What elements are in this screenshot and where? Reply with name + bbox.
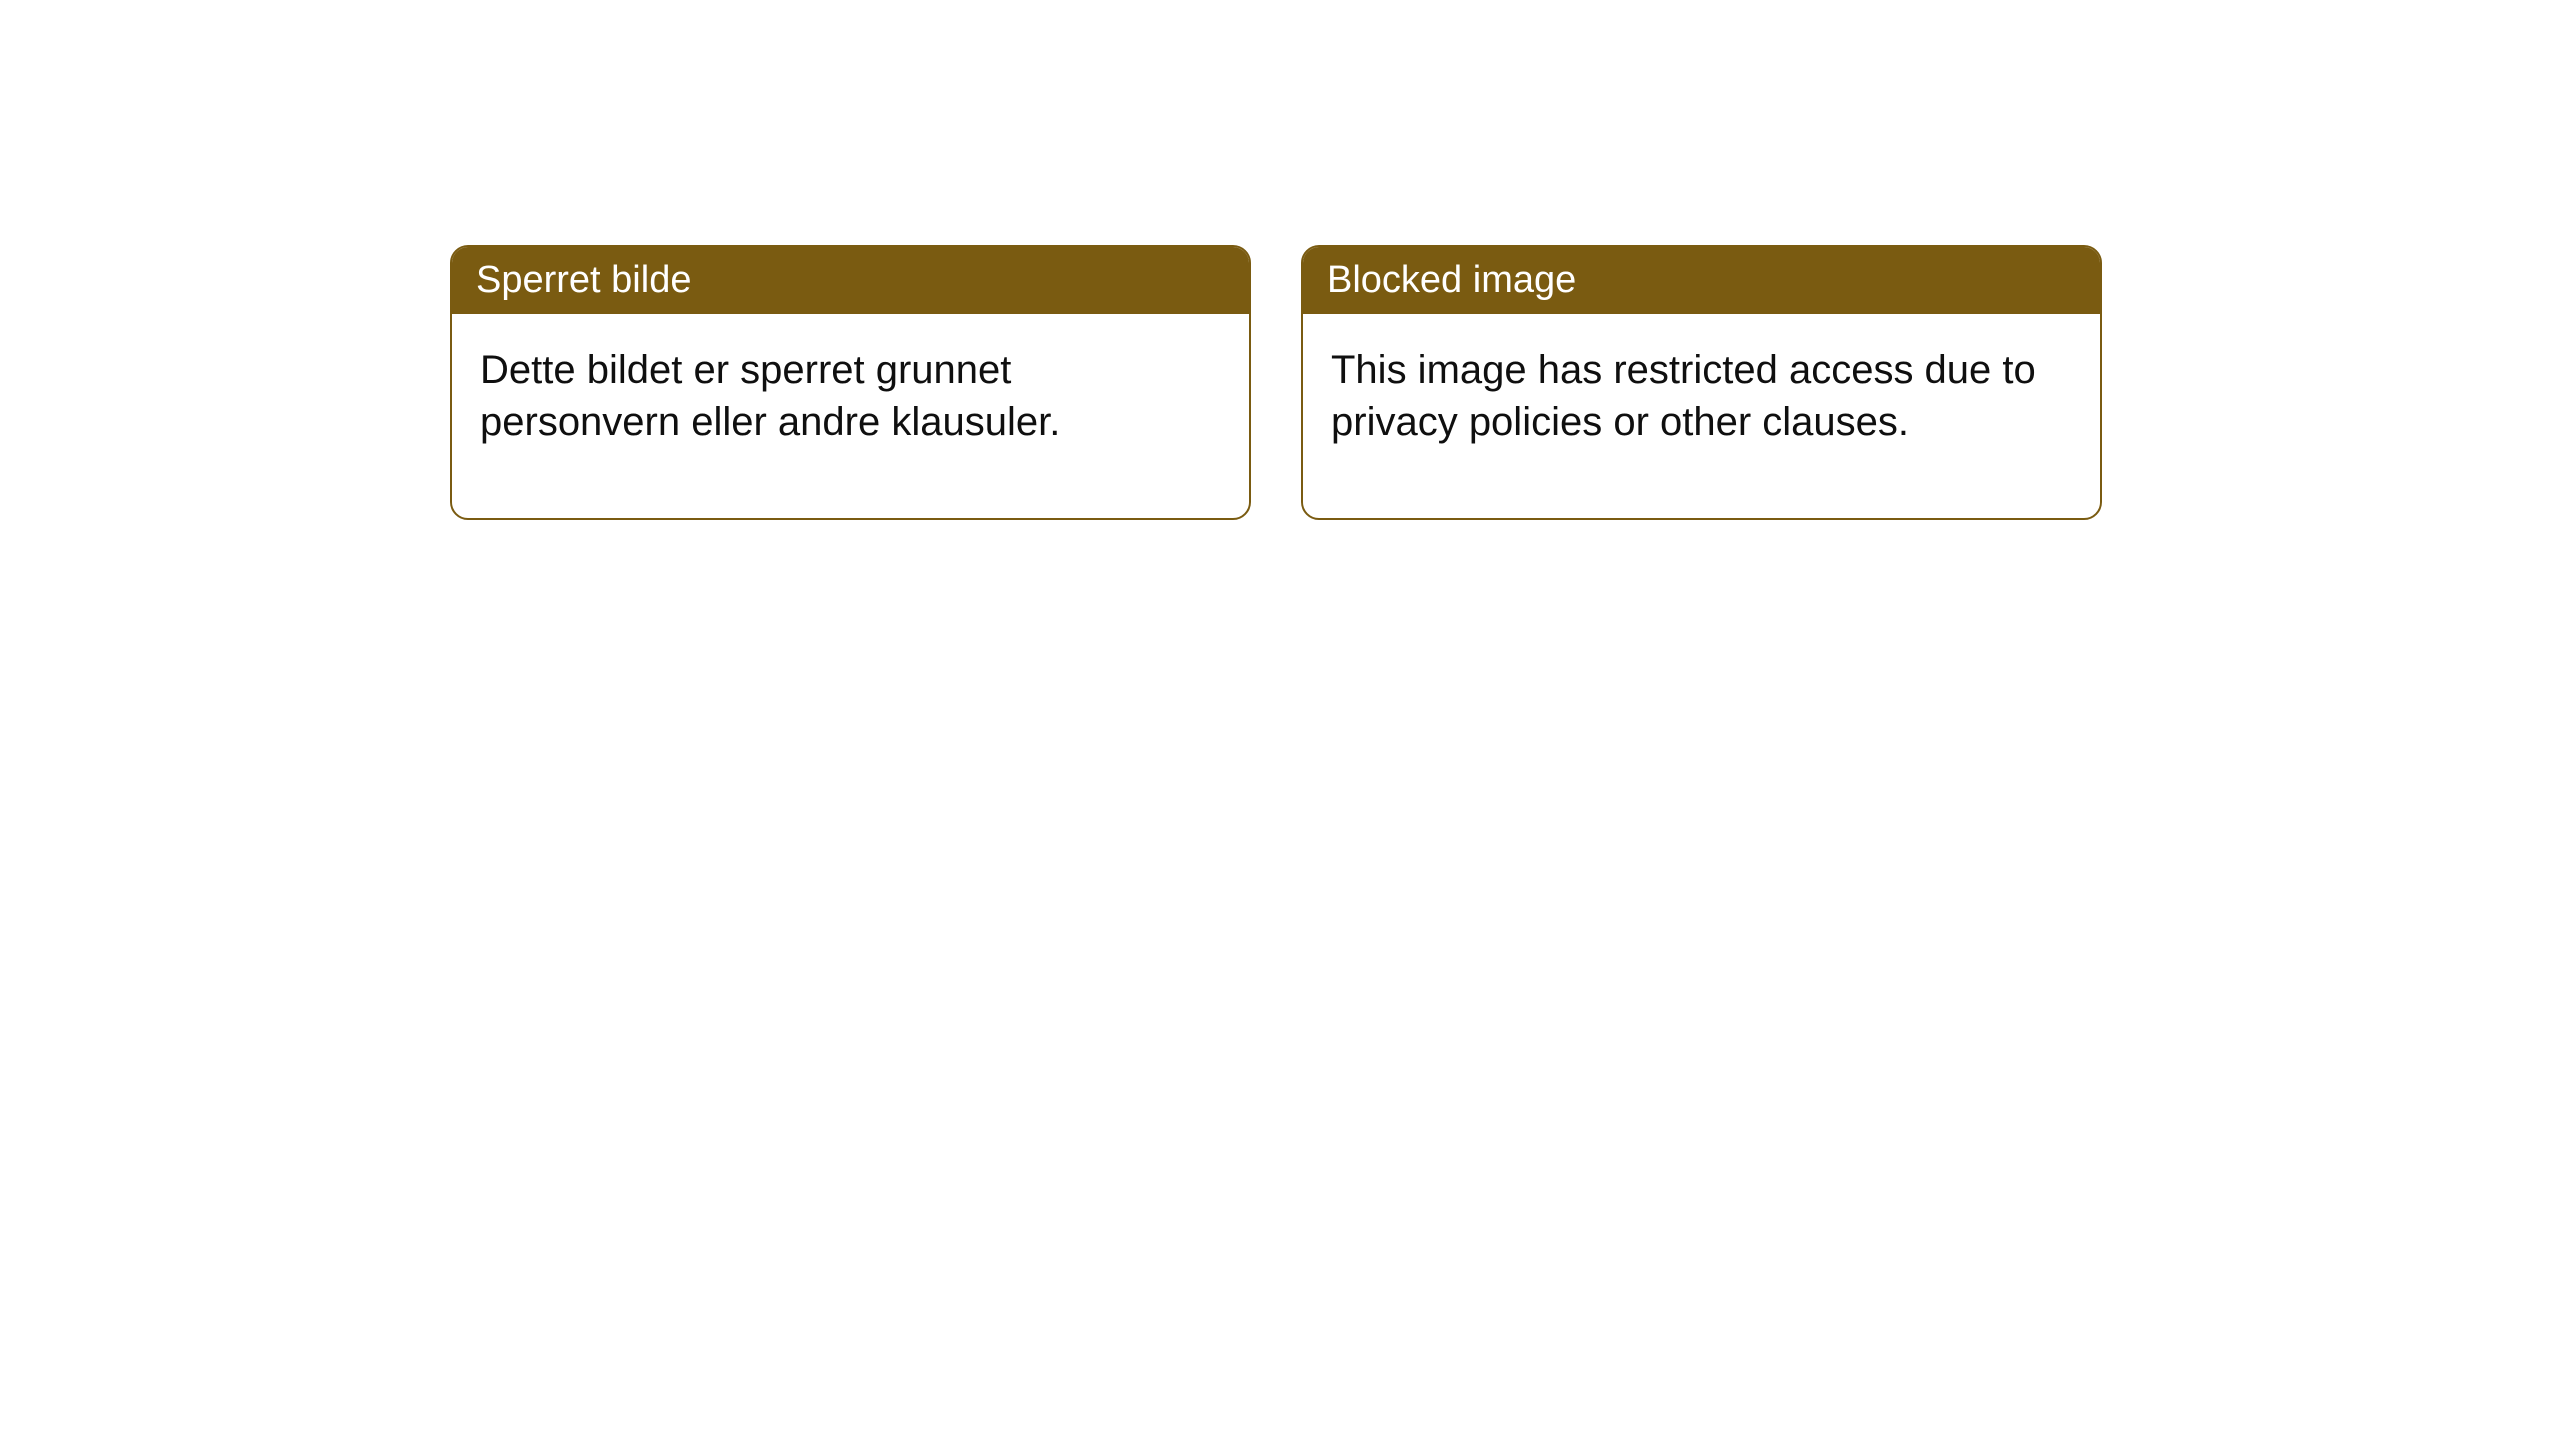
card-message-english: This image has restricted access due to … [1331,348,2036,444]
card-english: Blocked image This image has restricted … [1301,245,2102,520]
card-title-english: Blocked image [1327,259,1576,301]
card-title-norwegian: Sperret bilde [476,259,691,301]
card-body-norwegian: Dette bildet er sperret grunnet personve… [452,314,1249,518]
cards-container: Sperret bilde Dette bildet er sperret gr… [0,0,2560,520]
card-message-norwegian: Dette bildet er sperret grunnet personve… [480,348,1060,444]
card-body-english: This image has restricted access due to … [1303,314,2100,518]
card-norwegian: Sperret bilde Dette bildet er sperret gr… [450,245,1251,520]
card-header-english: Blocked image [1303,247,2100,314]
card-header-norwegian: Sperret bilde [452,247,1249,314]
